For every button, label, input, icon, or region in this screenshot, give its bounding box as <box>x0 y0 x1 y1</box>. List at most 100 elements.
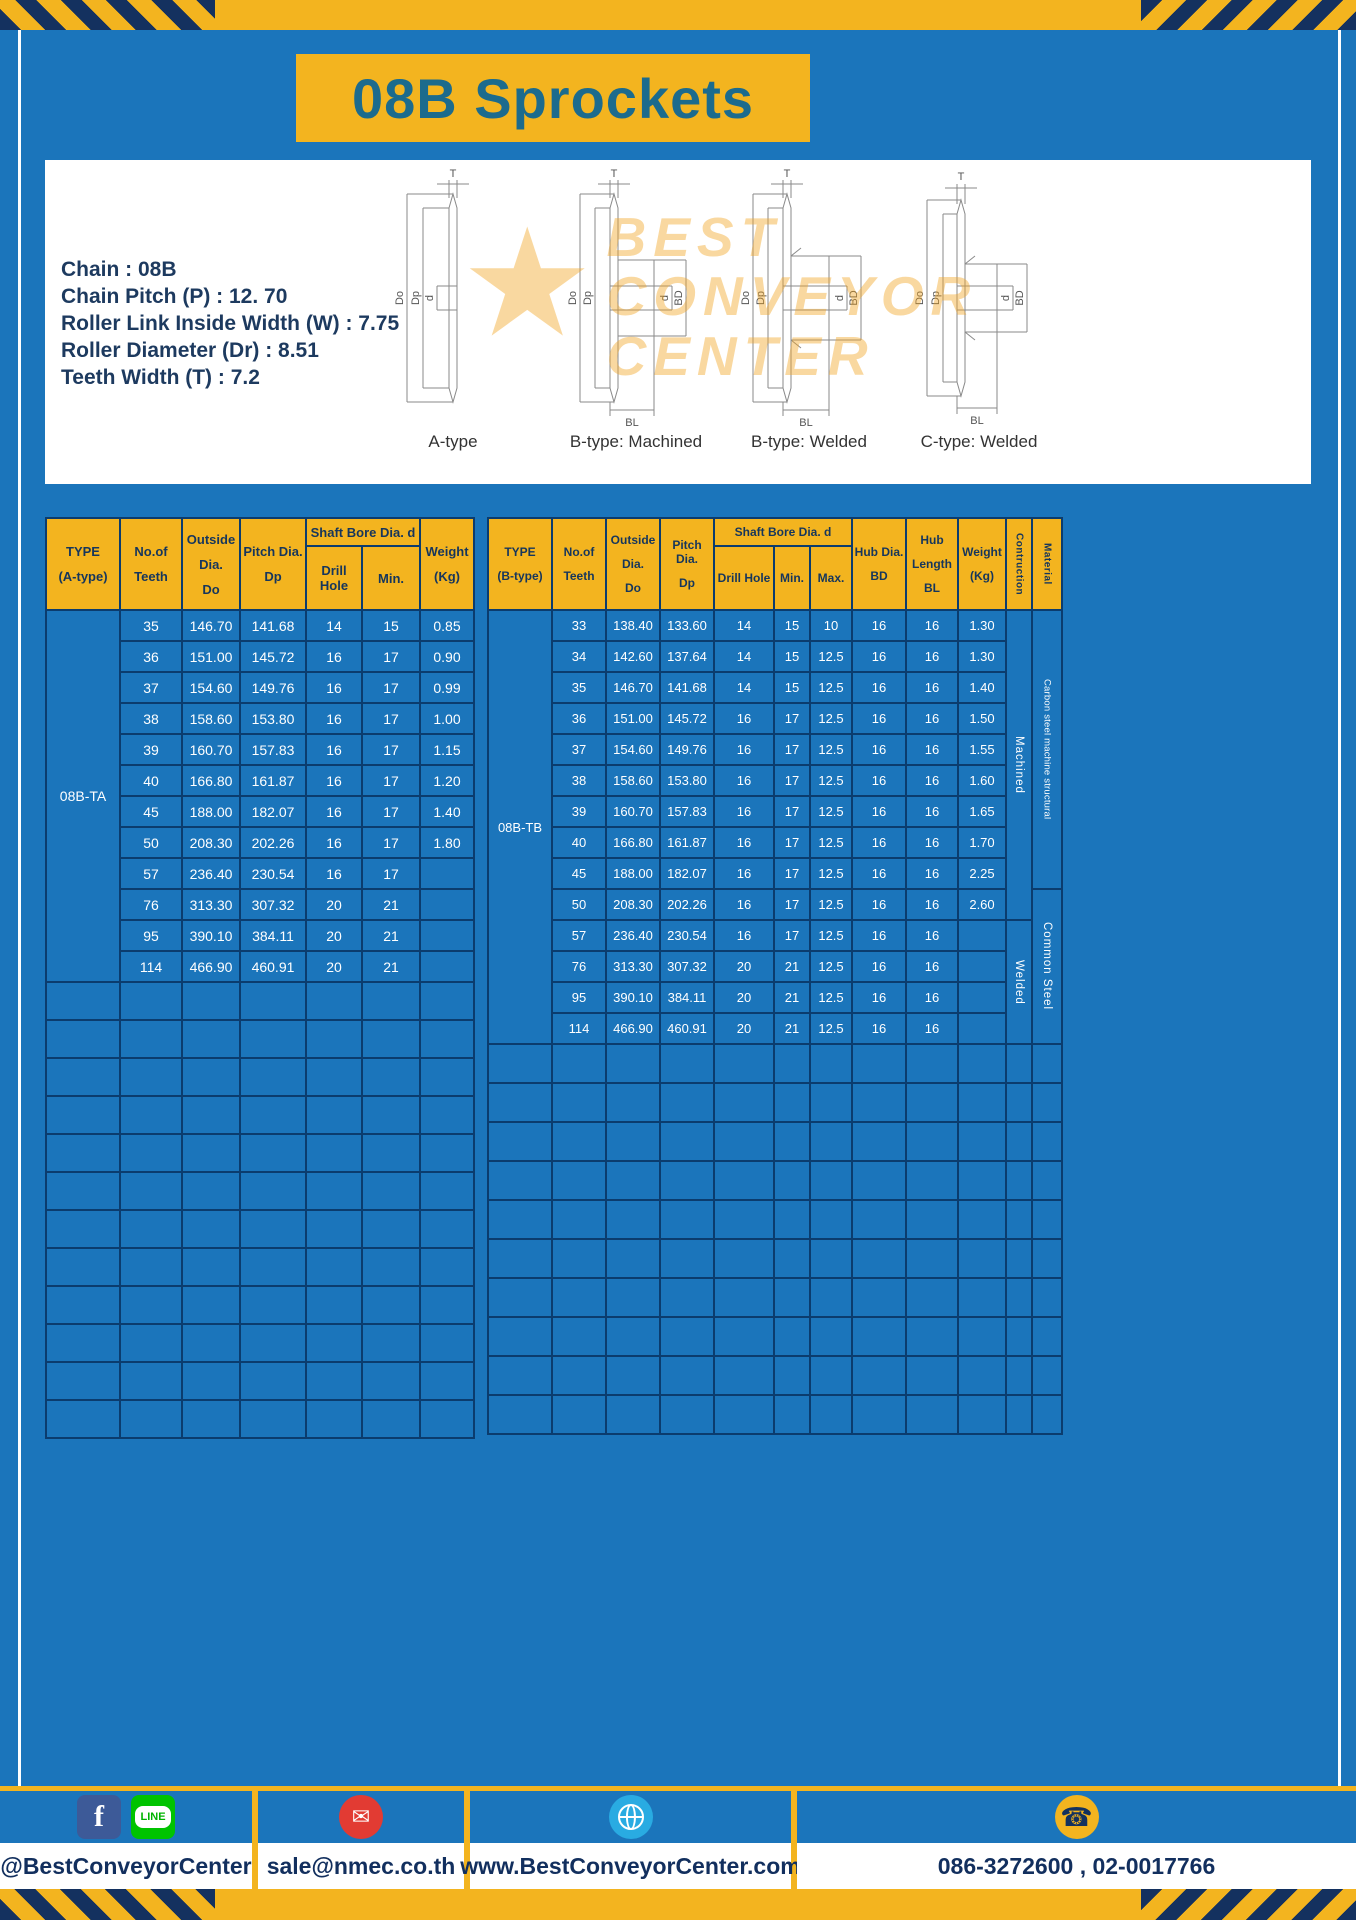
table-b-empty-cell <box>905 1082 959 1123</box>
table-a-empty-cell <box>361 1361 421 1401</box>
table-b-cell: 16 <box>851 671 907 704</box>
table-b-cell: 114 <box>551 1012 607 1045</box>
table-b-cell: 16 <box>851 950 907 983</box>
table-b-cell: 16 <box>713 857 775 890</box>
table-b-material-cell: Carbon steel machine structural <box>1031 609 1063 890</box>
table-b-empty-cell <box>957 1121 1007 1162</box>
table-a-cell: 153.80 <box>239 702 307 735</box>
table-b-empty-cell <box>773 1355 811 1396</box>
table-b-empty-cell <box>605 1121 661 1162</box>
email-address[interactable]: sale@nmec.co.th <box>266 1852 456 1879</box>
table-b-cell: 21 <box>773 1012 811 1045</box>
table-a-cell: 20 <box>305 888 363 921</box>
table-b-empty-cell <box>773 1316 811 1357</box>
table-a-row: 36 151.00 145.72 16 17 0.90 <box>46 640 475 673</box>
facebook-icon[interactable]: f <box>77 1795 121 1839</box>
table-b-row: 38 158.60 153.80 16 17 12.5 16 16 1.60 <box>488 764 1062 797</box>
table-a-cell: 21 <box>361 950 421 983</box>
table-b-empty-cell <box>957 1316 1007 1357</box>
table-a-cell: 149.76 <box>239 671 307 704</box>
table-b-cell: 16 <box>851 764 907 797</box>
table-b-cell: 1.50 <box>957 702 1007 735</box>
table-a-header-drill-hole: Drill Hole <box>305 545 363 611</box>
table-b-empty-cell <box>905 1394 959 1435</box>
table-b-empty-cell <box>957 1277 1007 1318</box>
social-handle[interactable]: @BestConveyorCenter <box>0 1852 252 1879</box>
website-url[interactable]: www.BestConveyorCenter.com <box>460 1852 801 1879</box>
table-b-cell: 16 <box>851 640 907 673</box>
dim-label-bd: BD <box>673 290 685 305</box>
table-b-cell: 17 <box>773 857 811 890</box>
table-b-empty-cell <box>551 1121 607 1162</box>
table-b-empty-row <box>487 1121 1063 1162</box>
table-a-cell: 313.30 <box>181 888 241 921</box>
table-b-row: 40 166.80 161.87 16 17 12.5 16 16 1.70 <box>488 826 1062 859</box>
table-b-cell: 16 <box>851 733 907 766</box>
table-b-row: 95 390.10 384.11 20 21 12.5 16 16 <box>488 981 1062 1014</box>
table-b-cell: 16 <box>851 609 907 642</box>
table-b-cell: 307.32 <box>659 950 715 983</box>
table-a-cell: 16 <box>305 640 363 673</box>
table-b-empty-cell <box>851 1355 907 1396</box>
table-b-empty-cell <box>809 1316 853 1357</box>
table-b-construction-cell: Welded <box>1005 919 1033 1045</box>
table-a-cell: 39 <box>119 733 183 766</box>
table-b-cell: 1.30 <box>957 640 1007 673</box>
table-b-cell: 17 <box>773 826 811 859</box>
table-b-cell: 313.30 <box>605 950 661 983</box>
table-a-cell: 57 <box>119 857 183 890</box>
table-b-empty-cell <box>773 1238 811 1279</box>
table-b-cell: 15 <box>773 640 811 673</box>
table-a-empty-cell <box>419 1057 475 1097</box>
table-b-cell: 16 <box>905 609 959 642</box>
table-a-cell <box>419 919 475 952</box>
table-b-empty-cell <box>1031 1043 1063 1084</box>
line-icon[interactable]: LINE <box>131 1795 175 1839</box>
table-a-empty-cell <box>305 1171 363 1211</box>
table-b-cell: 16 <box>905 702 959 735</box>
table-b-cell: 16 <box>905 919 959 952</box>
table-b-cell: 161.87 <box>659 826 715 859</box>
globe-icon[interactable] <box>608 1795 653 1839</box>
table-a-empty-cell <box>119 1133 183 1173</box>
table-b-empty-cell <box>957 1043 1007 1084</box>
table-b-empty-row <box>487 1160 1063 1201</box>
table-b-cell: 145.72 <box>659 702 715 735</box>
table-b-cell: 157.83 <box>659 795 715 828</box>
phone-icon[interactable]: ☎ <box>1054 1795 1099 1839</box>
table-a-empty-cell <box>45 1323 121 1363</box>
table-a-empty-cell <box>181 1247 241 1287</box>
table-b-cell: 16 <box>905 733 959 766</box>
table-b-cell: 34 <box>551 640 607 673</box>
table-a-cell: 466.90 <box>181 950 241 983</box>
table-a-empty-cell <box>361 981 421 1021</box>
table-b-cell: 188.00 <box>605 857 661 890</box>
table-a-cell: 17 <box>361 857 421 890</box>
email-icon[interactable]: ✉ <box>339 1795 383 1839</box>
table-b-empty-cell <box>809 1277 853 1318</box>
table-b-cell: 12.5 <box>809 764 853 797</box>
table-b-empty-cell <box>605 1199 661 1240</box>
table-a-empty-cell <box>181 981 241 1021</box>
table-b-empty-cell <box>957 1355 1007 1396</box>
table-b-cell <box>957 950 1007 983</box>
table-a-empty-cell <box>45 1171 121 1211</box>
phone-numbers[interactable]: 086-3272600 , 02-0017766 <box>937 1852 1216 1879</box>
table-b-empty-cell <box>851 1043 907 1084</box>
table-a-cell <box>419 950 475 983</box>
table-a-empty-cell <box>305 1057 363 1097</box>
page-title: 08B Sprockets <box>351 66 755 130</box>
dim-label-d: d <box>659 295 671 301</box>
table-a-cell: 40 <box>119 764 183 797</box>
table-b-cell <box>957 919 1007 952</box>
table-a-cell: 1.80 <box>419 826 475 859</box>
table-b-empty-cell <box>905 1121 959 1162</box>
table-a-cell: 1.20 <box>419 764 475 797</box>
table-a-row: 40 166.80 161.87 16 17 1.20 <box>46 764 475 797</box>
table-b-empty-cell <box>1031 1121 1063 1162</box>
table-a-empty-cell <box>305 1399 363 1439</box>
table-b-empty-cell <box>487 1277 553 1318</box>
table-b-type: TYPE (B-type) No.of Teeth Outside Dia. Do Pi… <box>487 517 1063 1435</box>
table-a-header-pitch: Pitch Dia. Dp <box>239 517 307 611</box>
table-b-cell: 10 <box>809 609 853 642</box>
